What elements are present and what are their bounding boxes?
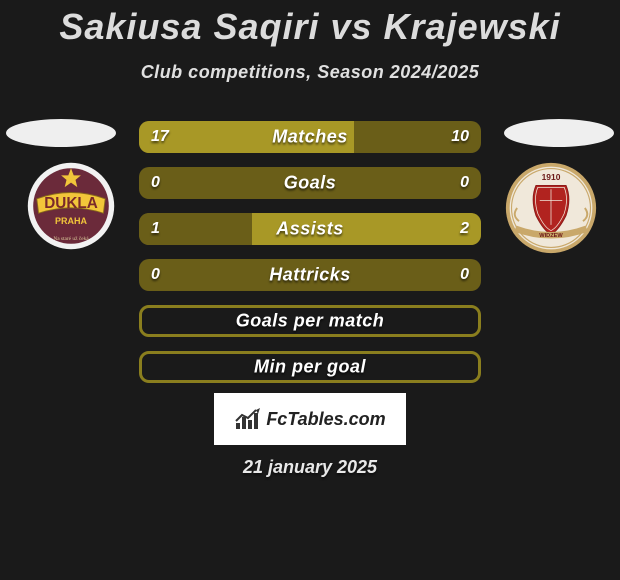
stat-value-right: 0 — [460, 174, 469, 192]
stat-value-right: 10 — [451, 128, 469, 146]
stat-label: Assists — [139, 219, 481, 240]
club-badge-right: 1910 WIDZEW — [504, 161, 598, 255]
stat-bar: Min per goal — [139, 351, 481, 383]
stat-bar: Hattricks0 0 — [139, 259, 481, 291]
stat-bar: Goals per match — [139, 305, 481, 337]
brand-badge: FcTables.com — [214, 393, 406, 445]
stat-bar: Matches17 10 — [139, 121, 481, 153]
stat-value-right: 2 — [460, 220, 469, 238]
page-title: Sakiusa Saqiri vs Krajewski — [0, 0, 620, 48]
svg-text:WIDZEW: WIDZEW — [539, 233, 563, 239]
stat-bar: Goals0 0 — [139, 167, 481, 199]
brand-icon — [234, 407, 262, 431]
stat-label: Goals — [139, 173, 481, 194]
stat-value-left: 0 — [151, 266, 160, 284]
stat-label: Matches — [139, 127, 481, 148]
stat-value-right: 0 — [460, 266, 469, 284]
brand-text: FcTables.com — [266, 409, 385, 430]
stat-label: Hattricks — [139, 265, 481, 286]
comparison-panel: DUKLA PRAHA Na staré už čeká 1910 WIDZEW… — [0, 121, 620, 383]
page-subtitle: Club competitions, Season 2024/2025 — [0, 62, 620, 83]
stat-bar: Assists1 2 — [139, 213, 481, 245]
stat-label: Goals per match — [142, 311, 478, 332]
stat-label: Min per goal — [142, 357, 478, 378]
svg-text:1910: 1910 — [542, 172, 561, 182]
stat-bars: Matches1710Goals00Assists12Hattricks00Go… — [139, 121, 481, 383]
club-badge-left: DUKLA PRAHA Na staré už čeká — [22, 161, 120, 251]
comparison-date: 21 january 2025 — [0, 457, 620, 478]
player-photo-right — [504, 119, 614, 147]
stat-value-left: 1 — [151, 220, 160, 238]
svg-text:DUKLA: DUKLA — [44, 195, 97, 212]
svg-text:Na staré už čeká: Na staré už čeká — [53, 236, 89, 242]
stat-value-left: 0 — [151, 174, 160, 192]
svg-text:PRAHA: PRAHA — [55, 216, 88, 226]
stat-value-left: 17 — [151, 128, 169, 146]
player-photo-left — [6, 119, 116, 147]
